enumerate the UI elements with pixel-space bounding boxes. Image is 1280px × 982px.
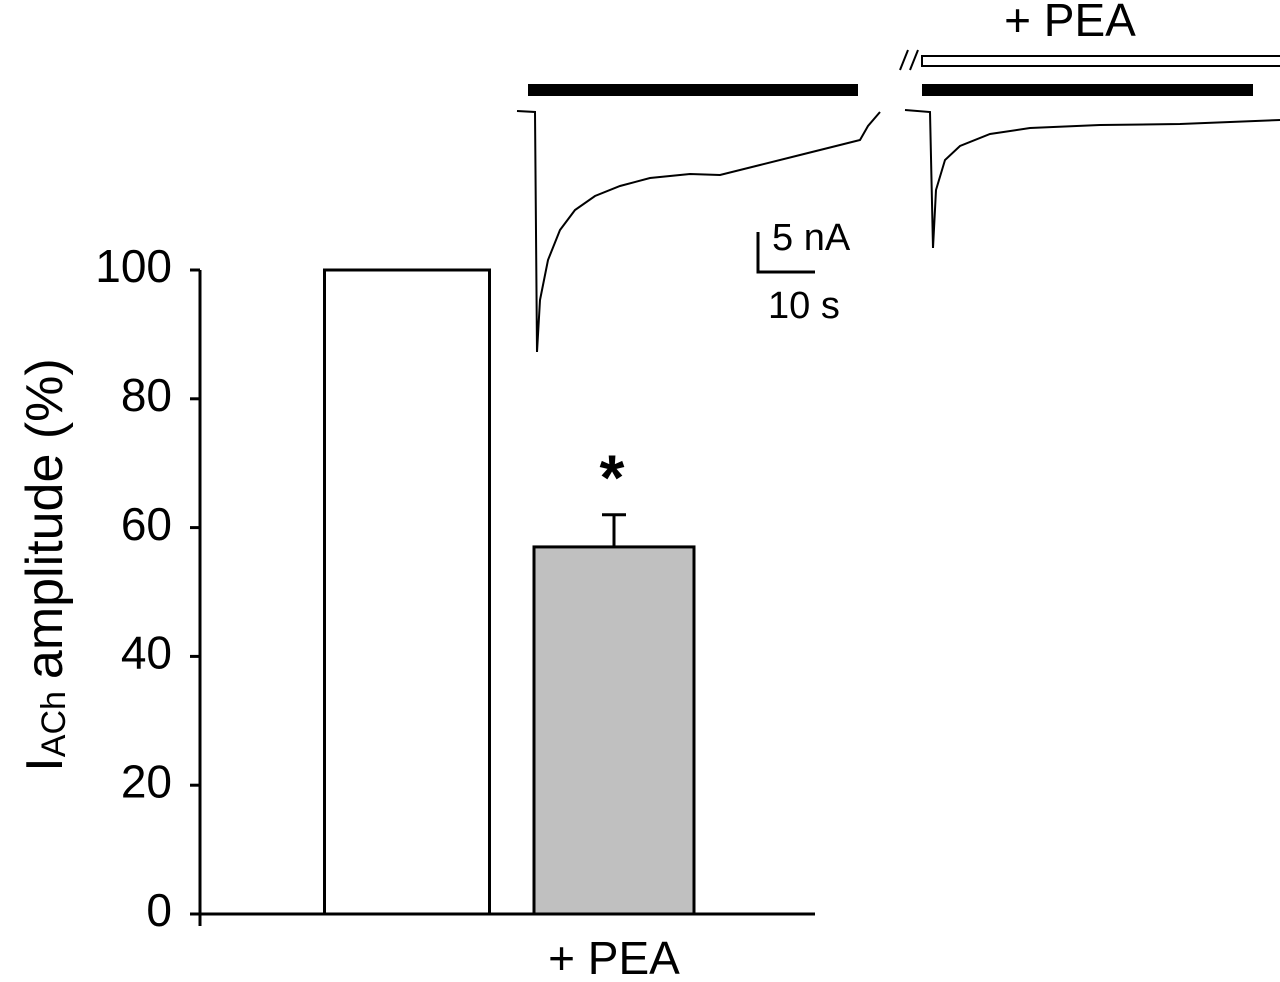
ach-bar xyxy=(528,84,858,96)
y-tick-label: 60 xyxy=(121,498,172,550)
bar xyxy=(323,268,491,916)
y-tick-label: 40 xyxy=(121,627,172,679)
current-trace xyxy=(516,110,881,353)
current-trace xyxy=(904,109,1280,249)
scale-current-label: 5 nA xyxy=(772,217,851,259)
y-label-rest: amplitude (%) xyxy=(16,358,74,679)
scale-bar xyxy=(756,232,815,274)
inset-treatment-label: + PEA xyxy=(1004,0,1136,46)
treatment-bar xyxy=(921,55,1280,67)
y-tick-label: 100 xyxy=(95,240,172,292)
error-bar xyxy=(602,513,626,547)
y-tick-label: 80 xyxy=(121,369,172,421)
scale-time-label: 10 s xyxy=(768,285,840,327)
x-tick-label: + PEA xyxy=(548,932,680,982)
bar xyxy=(532,545,696,916)
ach-bar xyxy=(922,84,1253,96)
axis-break xyxy=(899,49,919,71)
significance-marker: * xyxy=(600,442,625,514)
y-label-sub: ACh xyxy=(35,691,73,757)
y-tick-label: 20 xyxy=(121,755,172,807)
y-tick-label: 0 xyxy=(146,884,172,936)
y-label-main: I xyxy=(16,757,74,771)
y-axis-label: IACh amplitude (%) xyxy=(16,358,74,771)
